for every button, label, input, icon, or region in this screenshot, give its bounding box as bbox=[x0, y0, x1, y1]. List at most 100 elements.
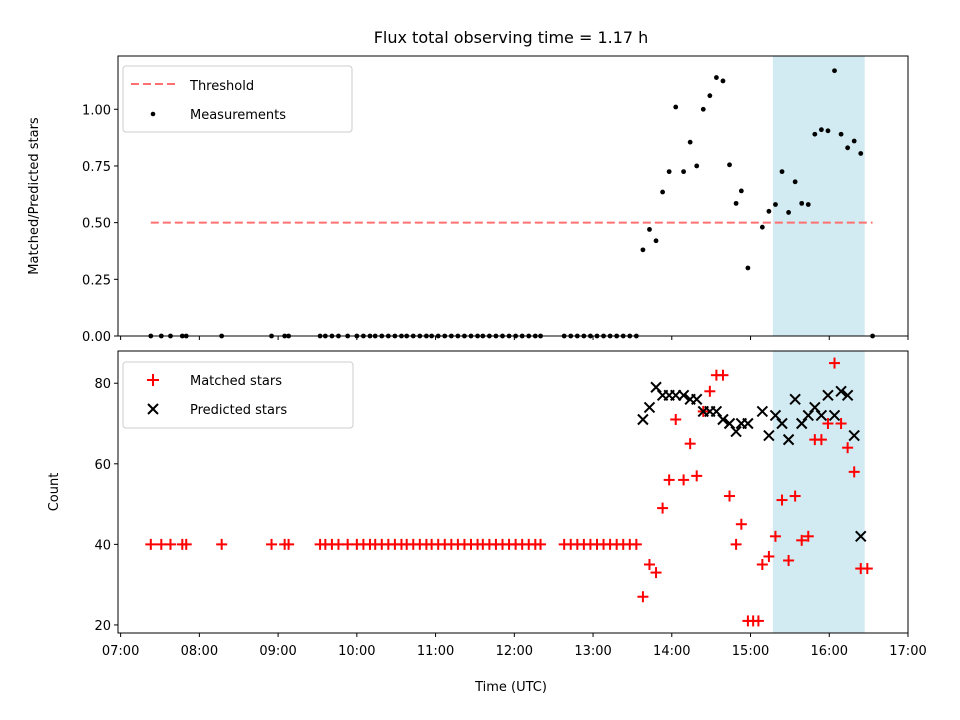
matched-point bbox=[266, 538, 278, 550]
matched-point bbox=[789, 490, 801, 502]
matched-point bbox=[822, 418, 834, 430]
matched-point bbox=[796, 534, 808, 546]
matched-point bbox=[783, 554, 795, 566]
x-tick-label: 13:00 bbox=[574, 644, 611, 659]
predicted-point bbox=[855, 530, 867, 543]
matched-point bbox=[637, 591, 649, 603]
predicted-point bbox=[643, 401, 656, 414]
matched-point bbox=[776, 494, 788, 506]
measurement-point bbox=[745, 265, 751, 271]
top-y-tick-label: 0.00 bbox=[82, 330, 111, 345]
bottom-points bbox=[145, 357, 873, 627]
measurement-point bbox=[738, 188, 744, 194]
legend-matched-label: Matched stars bbox=[190, 374, 282, 389]
measurement-point bbox=[858, 151, 864, 156]
x-tick-label: 16:00 bbox=[811, 644, 848, 659]
legend-predicted-label: Predicted stars bbox=[190, 403, 287, 418]
measurement-point bbox=[707, 93, 713, 99]
measurement-point bbox=[653, 238, 659, 244]
bottom-y-tick-label: 20 bbox=[94, 619, 111, 634]
measurement-point bbox=[733, 200, 739, 206]
x-tick-label: 14:00 bbox=[653, 644, 690, 659]
measurement-point bbox=[832, 68, 837, 74]
chart-title: Flux total observing time = 1.17 h bbox=[374, 28, 649, 47]
top-y-ticks: 0.00 0.25 0.50 0.75 1.00 bbox=[82, 103, 118, 345]
matched-point bbox=[756, 559, 768, 571]
matched-point bbox=[717, 369, 729, 381]
bottom-y-tick-label: 40 bbox=[94, 538, 111, 553]
predicted-point bbox=[730, 425, 742, 438]
matched-point bbox=[657, 502, 669, 514]
predicted-point bbox=[835, 385, 847, 397]
bottom-legend-box bbox=[122, 361, 354, 429]
measurement-point bbox=[825, 128, 831, 134]
top-plot-frame bbox=[117, 55, 909, 337]
predicted-point bbox=[789, 393, 801, 406]
predicted-point bbox=[848, 429, 860, 442]
matched-point bbox=[332, 538, 344, 550]
matched-point bbox=[643, 559, 655, 571]
measurement-point bbox=[759, 224, 765, 230]
x-tick-label: 10:00 bbox=[338, 644, 375, 659]
x-tick-label: 12:00 bbox=[496, 644, 533, 659]
matched-point bbox=[815, 434, 827, 446]
predicted-point bbox=[841, 389, 854, 402]
legend-threshold-label: Threshold bbox=[189, 79, 254, 94]
predicted-point bbox=[763, 429, 775, 442]
x-tick-label: 15:00 bbox=[732, 644, 769, 659]
measurement-point bbox=[673, 104, 679, 110]
matched-point bbox=[678, 474, 690, 486]
predicted-point bbox=[809, 401, 821, 414]
matched-point bbox=[730, 538, 742, 550]
matched-point bbox=[861, 563, 873, 575]
predicted-point bbox=[637, 413, 649, 426]
top-y-tick-label: 0.25 bbox=[82, 273, 111, 288]
measurement-point bbox=[792, 179, 798, 185]
matched-point bbox=[842, 442, 854, 454]
matched-point bbox=[704, 385, 716, 397]
matched-point bbox=[650, 567, 662, 579]
legend-measurements-swatch bbox=[150, 111, 156, 117]
x-tick-label: 09:00 bbox=[259, 644, 296, 659]
predicted-point bbox=[710, 405, 723, 418]
matched-point bbox=[216, 538, 228, 550]
matched-point bbox=[752, 615, 764, 627]
matched-point bbox=[691, 470, 703, 482]
matched-point bbox=[735, 518, 747, 530]
matched-point bbox=[763, 550, 775, 562]
matched-point bbox=[164, 538, 176, 550]
matched-point bbox=[342, 538, 354, 550]
matched-point bbox=[802, 530, 814, 542]
bottom-panel: 20 40 60 80 07:00 08:00 09:00 10:00 11:00 12:00 1… bbox=[47, 350, 927, 695]
matched-point bbox=[630, 538, 642, 550]
measurement-point bbox=[812, 131, 818, 137]
top-y-tick-label: 0.50 bbox=[82, 217, 111, 232]
matched-point bbox=[283, 538, 295, 550]
measurement-point bbox=[779, 169, 785, 175]
measurement-point bbox=[660, 189, 666, 195]
measurement-point bbox=[687, 139, 693, 145]
legend-predicted-swatch bbox=[147, 403, 159, 415]
measurement-point bbox=[786, 210, 791, 215]
predicted-point bbox=[742, 417, 754, 430]
measurement-point bbox=[838, 131, 844, 137]
legend-measurements-label: Measurements bbox=[190, 108, 286, 123]
measurement-point bbox=[666, 169, 672, 175]
predicted-point bbox=[723, 417, 736, 430]
matched-point bbox=[155, 538, 167, 550]
measurement-point bbox=[694, 163, 700, 169]
matched-point bbox=[535, 538, 547, 550]
top-legend: Threshold Measurements bbox=[122, 65, 353, 133]
bottom-y-label: Count bbox=[47, 473, 62, 512]
measurement-point bbox=[647, 227, 652, 232]
bottom-y-tick-label: 60 bbox=[94, 458, 111, 473]
measurement-point bbox=[845, 145, 851, 151]
predicted-point bbox=[822, 389, 834, 402]
predicted-point bbox=[756, 405, 769, 418]
legend-matched-swatch bbox=[147, 374, 159, 386]
matched-point bbox=[724, 490, 736, 502]
top-highlight-span bbox=[772, 56, 865, 336]
measurement-point bbox=[805, 202, 811, 207]
x-tick-label: 08:00 bbox=[181, 644, 218, 659]
